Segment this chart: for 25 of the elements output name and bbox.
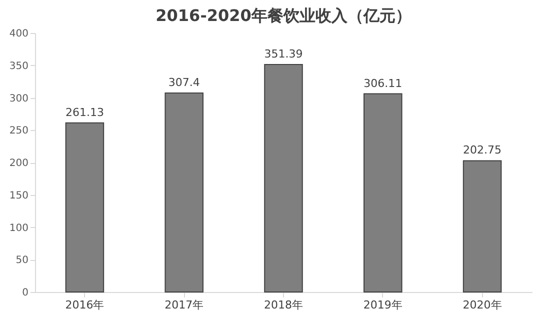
x-tick-label: 2017年 bbox=[164, 298, 204, 312]
data-label: 202.75 bbox=[463, 144, 502, 157]
y-tick-label: 100 bbox=[9, 222, 28, 234]
bar bbox=[364, 93, 402, 292]
bar bbox=[462, 160, 502, 292]
y-tick-label: 50 bbox=[16, 255, 28, 266]
data-label: 351.39 bbox=[264, 47, 303, 60]
y-tick-label: 300 bbox=[9, 93, 28, 104]
y-tick-label: 0 bbox=[22, 288, 28, 298]
x-tick-label: 2020年 bbox=[462, 298, 502, 312]
y-tick-label: 400 bbox=[9, 28, 28, 40]
data-label: 306.11 bbox=[364, 76, 402, 90]
x-tick-label: 2019年 bbox=[363, 298, 402, 312]
y-tick-label: 350 bbox=[9, 60, 28, 72]
x-tick-label: 2018年 bbox=[264, 298, 303, 312]
bar bbox=[264, 64, 303, 292]
y-tick-label: 200 bbox=[9, 158, 28, 169]
y-tick-label: 150 bbox=[9, 190, 28, 202]
data-label: 261.13 bbox=[65, 106, 104, 119]
y-tick-label: 250 bbox=[9, 126, 28, 137]
bar bbox=[65, 122, 104, 292]
bar bbox=[164, 92, 204, 292]
x-tick-label: 2016年 bbox=[65, 298, 104, 312]
data-label: 307.4 bbox=[168, 76, 200, 89]
chart-title: 2016-2020年餐饮业收入（亿元） bbox=[156, 6, 412, 25]
